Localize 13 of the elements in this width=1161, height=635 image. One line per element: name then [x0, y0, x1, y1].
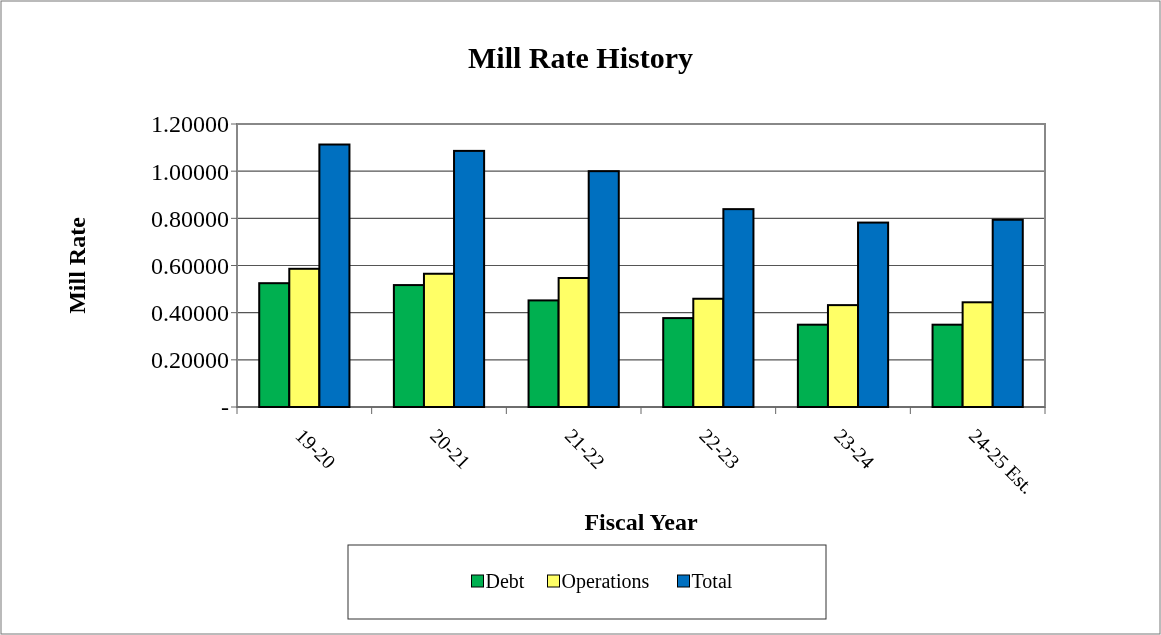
y-tick-label: 1.00000 — [151, 158, 229, 185]
y-tick-label: 0.60000 — [151, 252, 229, 279]
y-axis-title: Mill Rate — [64, 216, 90, 314]
y-tick-label: - — [221, 394, 229, 421]
y-tick-label: 0.40000 — [151, 300, 229, 327]
y-tick-label: 0.20000 — [151, 347, 229, 374]
legend-label: Operations — [561, 570, 650, 593]
legend-label: Total — [691, 570, 733, 592]
x-axis-title: Fiscal Year — [584, 509, 698, 535]
chart-title: Mill Rate History — [468, 41, 693, 74]
legend-label: Debt — [485, 570, 525, 592]
y-tick-label: 1.20000 — [151, 111, 229, 138]
y-tick-label: 0.80000 — [151, 205, 229, 232]
